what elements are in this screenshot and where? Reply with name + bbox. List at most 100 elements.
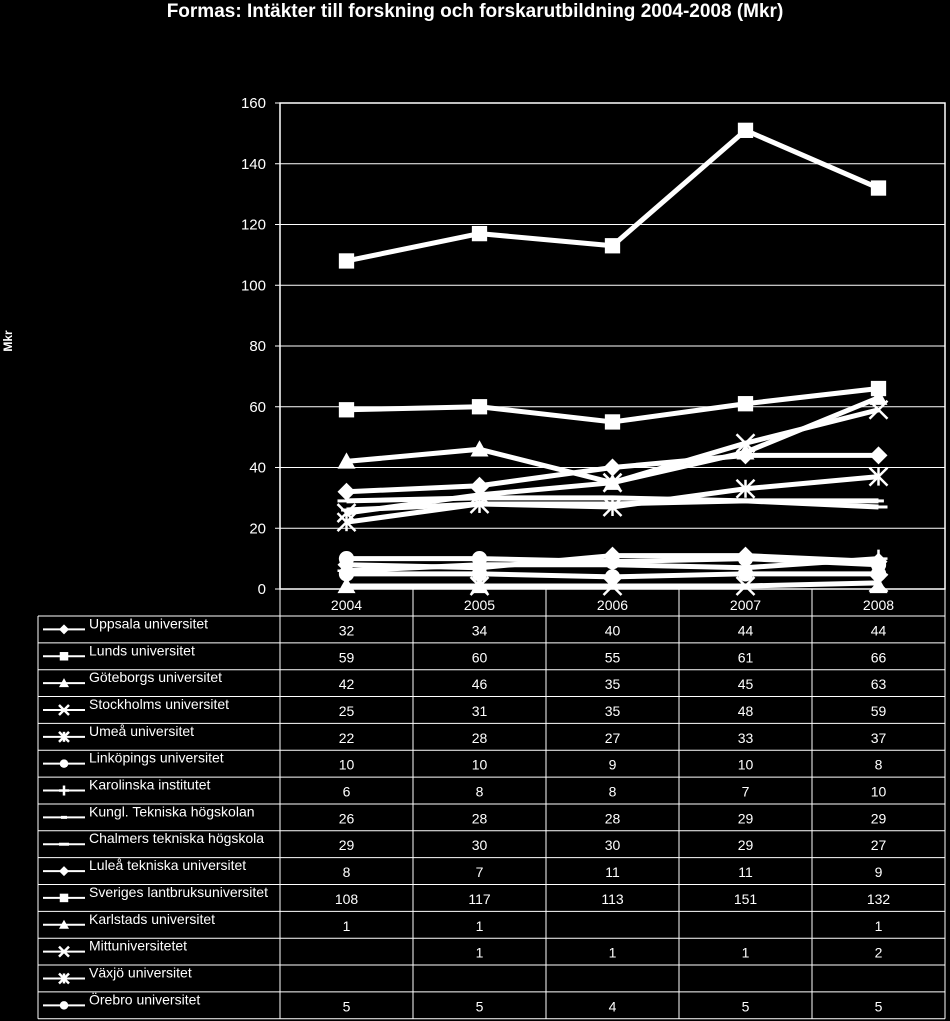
x-tick-label: 2004	[331, 597, 362, 613]
data-point	[735, 576, 756, 596]
table-cell-value: 55	[605, 649, 621, 665]
table-cell-value: 1	[742, 945, 750, 961]
x-tick-label: 2005	[464, 597, 495, 613]
table-cell-value: 30	[605, 837, 621, 853]
y-tick-label: 0	[258, 581, 266, 598]
data-point	[873, 499, 884, 503]
table-cell-value: 10	[339, 757, 355, 773]
data-point	[470, 496, 489, 500]
legend-key-marker	[59, 893, 69, 903]
table-cell-value: 11	[605, 864, 620, 880]
legend-label: Uppsala universitet	[89, 615, 208, 631]
table-cell-value: 28	[472, 810, 488, 826]
table-cell-value: 25	[339, 703, 355, 719]
y-tick-label: 160	[241, 95, 266, 112]
series-line	[479, 580, 879, 589]
data-point	[737, 396, 754, 412]
data-point	[868, 399, 889, 420]
table-cell-value: 44	[738, 622, 754, 638]
table-cell-value: 4	[609, 998, 617, 1014]
data-point	[603, 496, 622, 500]
table-cell-value: 5	[343, 998, 351, 1014]
table-cell-value: 35	[605, 703, 621, 719]
data-point	[469, 576, 490, 596]
series-8	[337, 495, 888, 510]
table-cell-value: 6	[343, 784, 351, 800]
legend-label: Umeå universitet	[89, 723, 194, 739]
data-point	[870, 566, 887, 582]
table-cell-value: 29	[738, 837, 754, 853]
table-cell-value: 7	[742, 784, 750, 800]
data-point	[603, 458, 622, 477]
data-point	[737, 566, 754, 582]
table-cell-value: 9	[609, 757, 617, 773]
legend-key-marker	[59, 785, 69, 796]
data-point	[474, 502, 485, 506]
table-cell-value: 5	[875, 998, 883, 1014]
data-point	[337, 576, 356, 594]
legend-label: Chalmers tekniska högskola	[89, 830, 264, 846]
data-point	[737, 122, 754, 138]
table-cell-value: 27	[605, 730, 621, 746]
data-point	[469, 484, 490, 505]
table-cell-value: 29	[871, 810, 887, 826]
legend-label: Växjö universitet	[89, 964, 192, 980]
table-cell-value: 11	[738, 864, 753, 880]
data-point	[338, 566, 355, 582]
table-cell-value: 113	[601, 891, 624, 907]
table-cell-value: 29	[339, 837, 355, 853]
table-cell-value: 5	[742, 998, 750, 1014]
y-tick-label: 40	[249, 460, 266, 477]
table-cell-value: 42	[339, 676, 355, 692]
table-cell-value: 5	[476, 998, 484, 1014]
table-cell-value: 66	[871, 649, 887, 665]
data-point	[604, 569, 621, 585]
legend-key-marker	[59, 866, 69, 877]
table-cell-value: 29	[738, 810, 754, 826]
legend-label: Karlstads universitet	[89, 911, 215, 927]
data-point	[604, 414, 621, 430]
series-1	[338, 380, 887, 430]
table-cell-value: 26	[339, 810, 355, 826]
data-point	[736, 499, 755, 503]
data-point	[471, 399, 488, 415]
chart-title: Formas: Intäkter till forskning och fors…	[166, 1, 784, 22]
data-table: 2004 2005 2006 2007 2008 Uppsala universitet 3…	[37, 589, 946, 1020]
data-point	[603, 546, 622, 565]
x-tick-label: 2006	[597, 597, 628, 613]
data-point	[602, 497, 623, 517]
table-cell-value: 44	[871, 622, 887, 638]
table-cell-value: 40	[605, 622, 621, 638]
series-14	[338, 566, 887, 585]
data-point	[336, 512, 357, 533]
table-cell-value: 1	[875, 918, 883, 934]
table-cell-value: 59	[339, 649, 355, 665]
table-cell-value: 8	[875, 757, 883, 773]
legend-label: Lunds universitet	[89, 642, 195, 658]
table-cell-value: 48	[738, 703, 754, 719]
table-cell-value: 32	[339, 622, 355, 638]
table-cell-value: 9	[875, 864, 883, 880]
table-cell-value: 1	[476, 945, 484, 961]
data-point	[869, 552, 888, 571]
data-point	[338, 253, 355, 269]
legend-key-marker	[59, 678, 69, 688]
data-point	[869, 505, 888, 509]
table-cell-value: 10	[472, 757, 488, 773]
legend-label: Mittuniversitetet	[89, 938, 187, 954]
table-cell-value: 8	[609, 784, 617, 800]
y-tick-label: 140	[241, 156, 266, 173]
table-cell-value: 60	[472, 649, 488, 665]
y-tick-label: 80	[249, 338, 266, 355]
data-point	[338, 402, 355, 418]
data-point	[604, 238, 621, 254]
table-cell-value: 37	[871, 730, 887, 746]
data-point	[602, 472, 623, 493]
table-cell-value: 151	[734, 891, 758, 907]
legend-key-marker	[58, 945, 70, 958]
legend-label: Karolinska institutet	[89, 777, 211, 793]
data-point	[735, 433, 756, 454]
legend-key-marker	[59, 919, 69, 929]
series-lines	[336, 122, 889, 596]
legend-label: Sveriges lantbruksuniversitet	[89, 884, 268, 900]
